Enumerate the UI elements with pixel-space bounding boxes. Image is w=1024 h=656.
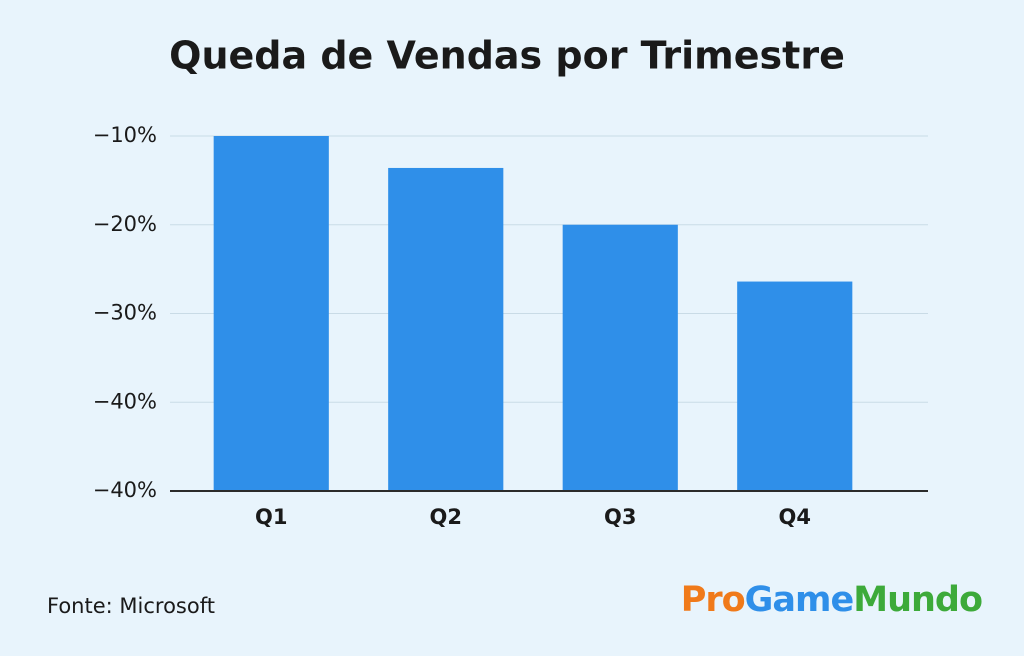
y-tick-label: −40% — [93, 478, 157, 502]
y-tick-label: −40% — [93, 389, 157, 413]
bar — [213, 136, 329, 491]
brand-part: Pro — [681, 580, 745, 620]
y-tick-label: −30% — [93, 301, 157, 325]
bar — [737, 281, 853, 491]
x-tick-label: Q1 — [255, 505, 287, 529]
x-tick-label: Q2 — [430, 505, 462, 529]
brand-part: Mundo — [853, 580, 982, 620]
brand-part: Game — [745, 580, 854, 620]
bar — [562, 224, 678, 491]
source-note: Fonte: Microsoft — [47, 594, 215, 618]
x-tick-label: Q4 — [779, 505, 811, 529]
chart-title: Queda de Vendas por Trimestre — [169, 34, 845, 78]
brand-logo: ProGameMundo — [681, 580, 982, 620]
x-tick-label: Q3 — [604, 505, 636, 529]
bar — [388, 167, 504, 491]
y-tick-label: −20% — [93, 212, 157, 236]
y-tick-label: −10% — [93, 123, 157, 147]
